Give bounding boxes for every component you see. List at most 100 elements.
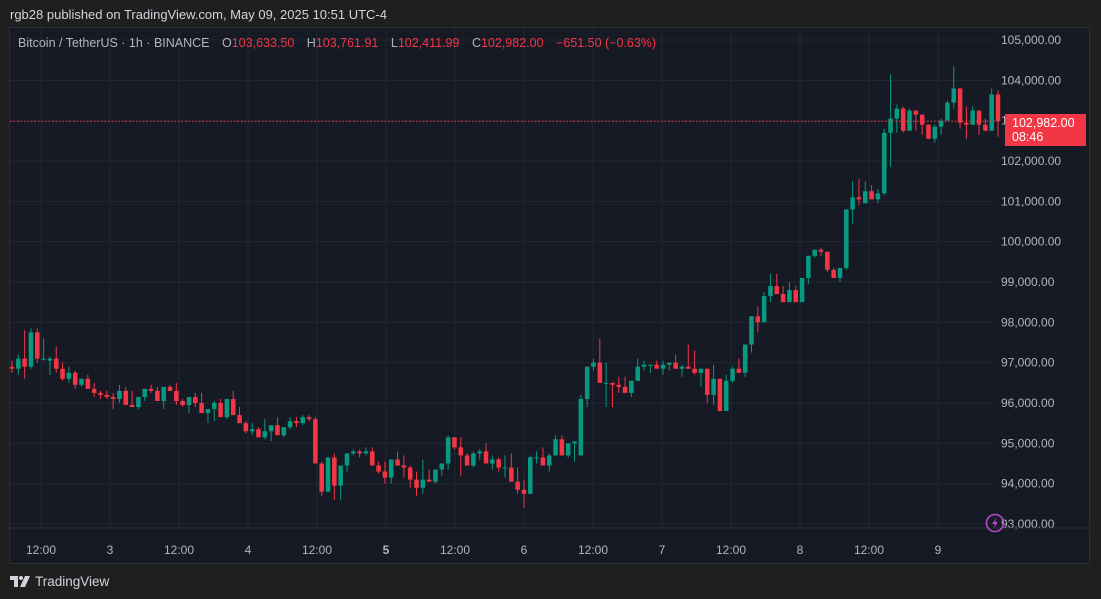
candle xyxy=(768,286,773,297)
candle xyxy=(989,94,994,131)
candle xyxy=(761,296,767,323)
candle xyxy=(831,269,836,278)
candle xyxy=(553,439,558,456)
candle xyxy=(477,451,482,454)
candle xyxy=(199,403,204,414)
candle xyxy=(799,277,805,303)
candle xyxy=(812,249,817,256)
candle xyxy=(774,286,780,295)
candle xyxy=(881,132,887,194)
candle xyxy=(610,382,615,385)
candle xyxy=(388,459,394,478)
candle xyxy=(66,372,72,379)
brand-name: TradingView xyxy=(35,574,110,589)
change-value: −651.50 (−0.63%) xyxy=(556,36,657,50)
candle xyxy=(970,110,975,125)
candle xyxy=(780,294,786,303)
low-value: 102,411.99 xyxy=(397,36,460,50)
candle xyxy=(483,451,489,464)
high-label: H xyxy=(306,36,316,50)
x-axis-label: 12:00 xyxy=(164,543,194,557)
candle xyxy=(825,251,830,270)
x-axis-label: 12:00 xyxy=(440,543,470,557)
candle xyxy=(53,358,59,369)
x-axis-label: 7 xyxy=(659,543,666,557)
candle xyxy=(351,451,356,454)
candle xyxy=(635,366,641,381)
candle xyxy=(445,437,451,464)
candle xyxy=(129,405,135,408)
candle xyxy=(414,479,419,488)
candle xyxy=(957,88,963,123)
candle xyxy=(926,124,931,139)
lightning-bolt-icon[interactable] xyxy=(985,513,1005,533)
candle xyxy=(167,386,173,391)
candle xyxy=(717,378,723,412)
candle xyxy=(856,197,862,200)
candle xyxy=(256,429,261,438)
y-axis-label: 104,000.00 xyxy=(1001,73,1061,87)
candle xyxy=(41,358,46,360)
candle xyxy=(325,457,331,492)
candle xyxy=(976,110,982,125)
candle xyxy=(597,362,603,383)
x-axis-label: 6 xyxy=(521,543,528,557)
candle xyxy=(894,108,900,119)
candle xyxy=(673,362,678,369)
candle xyxy=(294,421,299,424)
candle xyxy=(698,368,704,373)
x-axis-label: 8 xyxy=(797,543,804,557)
candle xyxy=(369,451,375,466)
candle xyxy=(104,394,110,397)
tradingview-logo[interactable]: TradingView xyxy=(10,574,109,589)
candle xyxy=(875,193,881,200)
candle xyxy=(180,400,185,406)
high-value: 103,761.91 xyxy=(315,36,379,50)
y-axis-label: 98,000.00 xyxy=(1001,315,1055,329)
symbol-label[interactable]: Bitcoin / TetherUS · 1h · BINANCE xyxy=(18,36,210,50)
candle xyxy=(338,465,343,486)
last-price-tag: 102,982.00 08:46 xyxy=(1005,114,1086,146)
x-axis-label: 12:00 xyxy=(854,543,884,557)
candle xyxy=(603,382,609,384)
candle xyxy=(667,362,672,365)
candle xyxy=(900,108,906,131)
y-axis-label: 97,000.00 xyxy=(1001,356,1055,370)
candle xyxy=(230,398,236,416)
candle xyxy=(938,120,944,127)
candle xyxy=(313,419,318,464)
candle xyxy=(319,463,324,492)
candle xyxy=(420,479,426,488)
candle xyxy=(243,423,249,432)
candle xyxy=(496,459,501,468)
candlestick-chart[interactable]: 105,000.00104,000.00103,000.00102,000.00… xyxy=(10,28,1089,563)
publisher-caption: rgb28 published on TradingView.com, May … xyxy=(10,7,387,22)
candle xyxy=(862,191,868,204)
candle xyxy=(155,390,160,401)
close-label: C xyxy=(471,36,481,50)
candle xyxy=(211,403,217,410)
low-label: L xyxy=(390,36,398,50)
candle xyxy=(401,465,407,468)
candle xyxy=(704,368,710,395)
candle xyxy=(844,209,849,268)
candle xyxy=(648,364,653,366)
candle xyxy=(502,467,508,469)
candle xyxy=(110,396,116,399)
candle xyxy=(736,368,742,373)
close-value: 102,982.00 xyxy=(480,36,544,50)
candle xyxy=(287,421,293,428)
x-axis-label: 4 xyxy=(245,543,252,557)
candle xyxy=(281,427,287,436)
candle xyxy=(224,398,230,418)
candle xyxy=(509,467,514,482)
candle xyxy=(300,417,306,424)
candle xyxy=(951,88,957,103)
candle xyxy=(749,316,754,345)
candle xyxy=(540,457,546,466)
candle xyxy=(22,358,27,367)
candle xyxy=(464,455,470,466)
candle xyxy=(98,392,103,395)
candle xyxy=(237,415,242,424)
candle xyxy=(837,267,843,278)
